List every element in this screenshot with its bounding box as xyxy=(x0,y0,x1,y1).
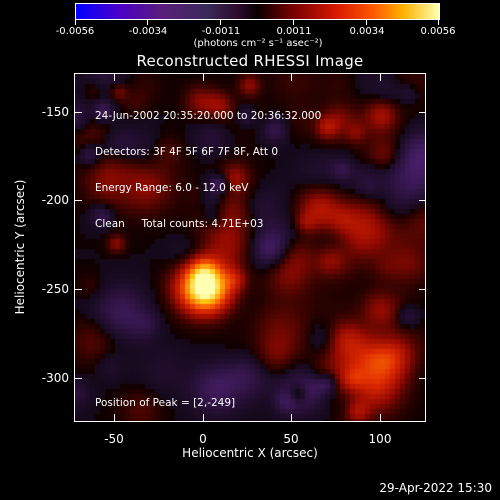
x-major-tick xyxy=(291,414,292,421)
colorbar-tick-label: 0.0011 xyxy=(276,26,312,37)
x-major-tick xyxy=(380,74,381,81)
y-tick-label: -250 xyxy=(41,282,69,296)
energy-range-text: Energy Range: 6.0 - 12.0 keV xyxy=(95,182,249,194)
timestamp: 29-Apr-2022 15:30 xyxy=(379,481,492,495)
y-tick-label: -200 xyxy=(41,193,69,207)
colorbar-tick-label: -0.0011 xyxy=(201,26,241,37)
x-major-tick xyxy=(114,74,115,81)
colorbar-tick-label: -0.0034 xyxy=(128,26,168,37)
x-axis-label: Heliocentric X (arcsec) xyxy=(182,446,318,460)
x-major-tick xyxy=(203,414,204,421)
y-major-tick xyxy=(419,112,426,113)
colorbar-ticks xyxy=(75,20,440,26)
image-panel: 24-Jun-2002 20:35:20.000 to 20:36:32.000… xyxy=(74,73,426,422)
x-tick-label: -50 xyxy=(104,432,124,446)
clean-counts-text: Clean Total counts: 4.71E+03 xyxy=(95,218,264,230)
info-block: 24-Jun-2002 20:35:20.000 to 20:36:32.000… xyxy=(95,86,321,254)
colorbar-tick-label: 0.0056 xyxy=(420,26,456,37)
x-tick-label: 50 xyxy=(283,432,299,446)
colorbar xyxy=(75,3,440,20)
x-major-tick xyxy=(380,414,381,421)
y-major-tick xyxy=(75,112,82,113)
y-major-tick xyxy=(75,289,82,290)
x-major-tick xyxy=(203,74,204,81)
y-major-tick xyxy=(419,289,426,290)
x-tick-label: 100 xyxy=(368,432,392,446)
peak-position-text: Position of Peak = [2,-249] xyxy=(95,397,236,409)
colorbar-tick-label: -0.0056 xyxy=(55,26,95,37)
colorbar-units: (photons cm⁻² s⁻¹ asec⁻²) xyxy=(193,38,323,49)
plot-title: Reconstructed RHESSI Image xyxy=(136,52,364,70)
reconstructed-image xyxy=(75,74,425,421)
y-tick-label: -150 xyxy=(41,105,69,119)
x-major-tick xyxy=(291,74,292,81)
y-major-tick xyxy=(75,378,82,379)
y-tick-label: -300 xyxy=(41,371,69,385)
colorbar-tick-label: 0.0034 xyxy=(349,26,385,37)
y-major-tick xyxy=(419,200,426,201)
detectors-text: Detectors: 3F 4F 5F 6F 7F 8F, Att 0 xyxy=(95,146,279,158)
x-major-tick xyxy=(114,414,115,421)
y-major-tick xyxy=(419,378,426,379)
time-range-text: 24-Jun-2002 20:35:20.000 to 20:36:32.000 xyxy=(95,110,322,122)
x-tick-label: 0 xyxy=(199,432,207,446)
y-axis-label: Heliocentric Y (arcsec) xyxy=(13,179,27,315)
y-major-tick xyxy=(75,200,82,201)
